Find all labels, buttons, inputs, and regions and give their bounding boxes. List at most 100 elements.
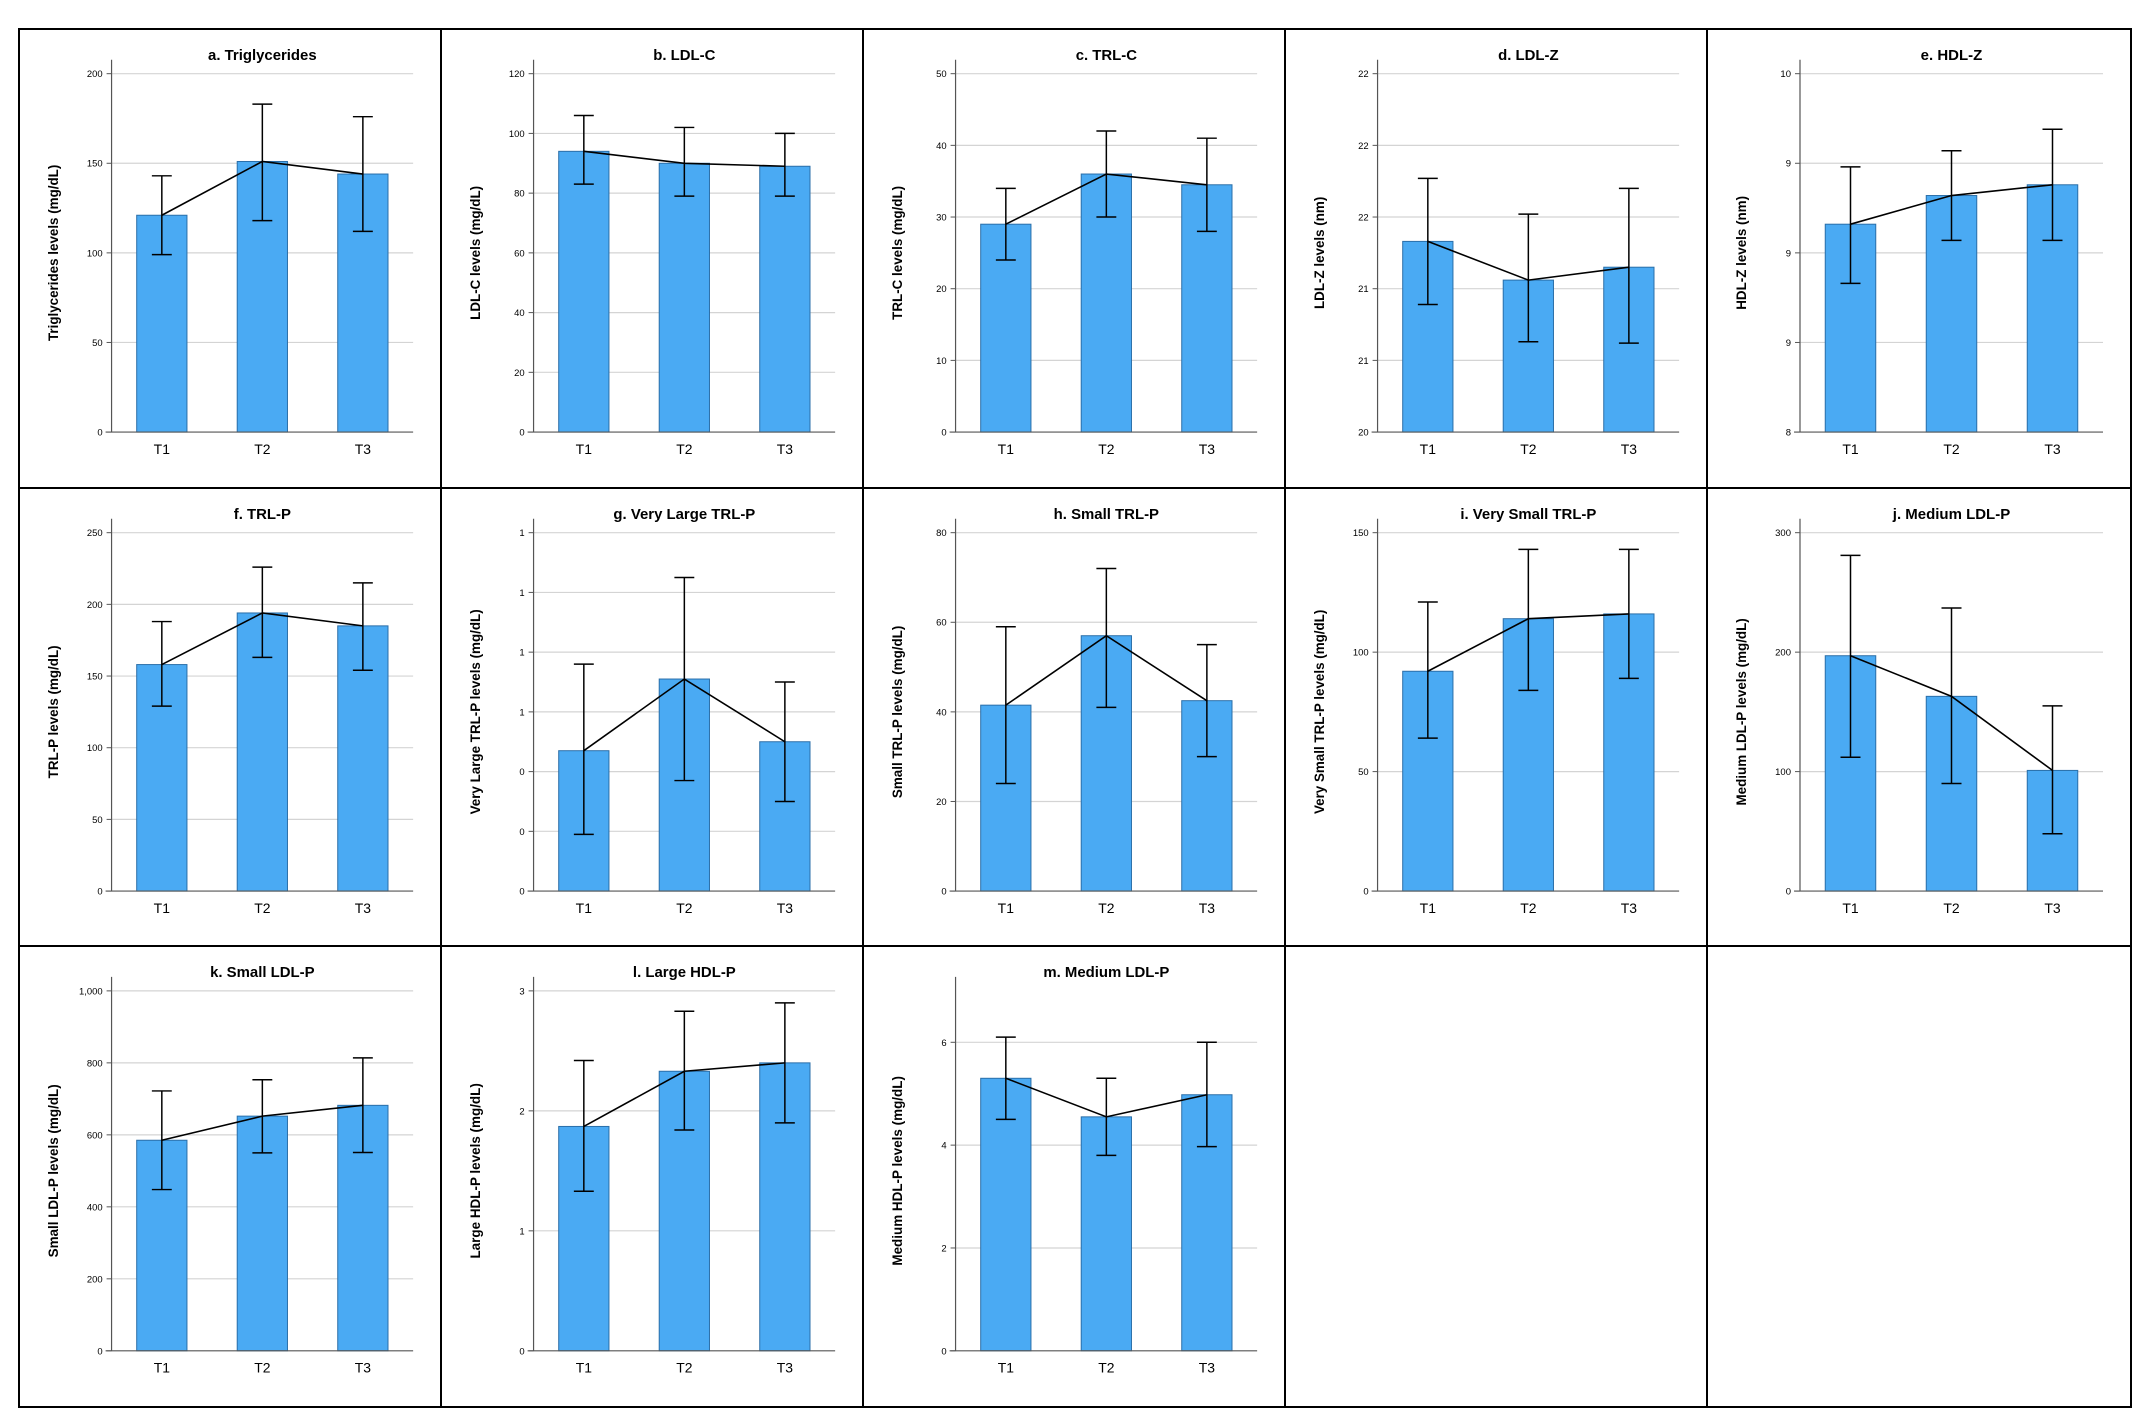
chart-panel: 8 9 9 9 10 T1 T2 T3 e. HDL-Z HDL-Z levels (nm) bbox=[1708, 30, 2130, 489]
x-tick-label: T3 bbox=[1621, 441, 1638, 457]
x-tick-label: T3 bbox=[1199, 1360, 1215, 1376]
error-bar bbox=[995, 625, 1016, 784]
y-tick-label: 0 bbox=[519, 1347, 524, 1358]
x-tick-label: T1 bbox=[1420, 441, 1437, 457]
y-tick-label: 1 bbox=[519, 707, 524, 718]
bar-chart: 20 21 21 22 22 22 T1 T2 T3 d. LDL-Z LDL-Z levels (… bbox=[1312, 48, 1680, 457]
x-tick-label: T3 bbox=[1199, 441, 1216, 457]
x-tick-label: T1 bbox=[998, 900, 1015, 916]
y-tick-label: 50 bbox=[92, 815, 103, 826]
error-bar bbox=[1941, 606, 1962, 784]
error-bar bbox=[352, 115, 373, 233]
y-tick-label: 60 bbox=[514, 248, 525, 259]
y-tick-label: 80 bbox=[514, 189, 525, 200]
error-bar bbox=[352, 1057, 373, 1154]
bar-chart: 0 1 2 3 T1 T2 T3 l. Large HDL-P Large HDL-P leve… bbox=[468, 964, 836, 1376]
y-tick-label: 100 bbox=[87, 248, 103, 259]
y-tick-label: 0 bbox=[97, 886, 102, 897]
y-tick-label: 0 bbox=[941, 886, 946, 897]
error-bar bbox=[252, 565, 273, 658]
y-tick-label: 200 bbox=[87, 600, 103, 611]
chart-title: e. HDL-Z bbox=[1921, 47, 1983, 64]
y-tick-label: 400 bbox=[87, 1203, 103, 1214]
error-bar bbox=[1196, 1041, 1217, 1148]
y-tick-label: 22 bbox=[1358, 141, 1369, 152]
chart-title: d. LDL-Z bbox=[1498, 48, 1558, 64]
x-tick-label: T2 bbox=[676, 1360, 692, 1376]
y-axis-label: LDL-Z levels (nm) bbox=[1312, 197, 1327, 309]
figure-grid: 0 50 100 150 200 T1 T2 T3 a. Triglycerides Trigly… bbox=[18, 28, 2132, 1408]
y-tick-label: 100 bbox=[87, 743, 103, 754]
x-tick-label: T2 bbox=[254, 441, 271, 457]
error-bar bbox=[151, 620, 172, 707]
x-tick-label: T3 bbox=[355, 900, 372, 916]
y-tick-label: 0 bbox=[941, 428, 946, 439]
error-bar bbox=[774, 1002, 795, 1124]
error-bar bbox=[1096, 1077, 1117, 1157]
y-tick-label: 200 bbox=[87, 69, 103, 80]
error-bar bbox=[1096, 130, 1117, 218]
x-tick-label: T1 bbox=[1842, 900, 1859, 916]
chart-title: a. Triglycerides bbox=[208, 48, 317, 64]
y-axis-label: Large HDL-P levels (mg/dL) bbox=[468, 1083, 483, 1258]
x-tick-label: T3 bbox=[2044, 441, 2061, 457]
chart-panel: 0 50 100 150 200 250 T1 T2 T3 f. TRL-P TRL-P level… bbox=[20, 488, 442, 948]
x-tick-label: T2 bbox=[1098, 1360, 1114, 1376]
y-tick-label: 800 bbox=[87, 1059, 103, 1070]
y-tick-label: 0 bbox=[519, 428, 524, 439]
y-tick-label: 22 bbox=[1358, 69, 1369, 80]
y-tick-label: 1 bbox=[519, 1227, 524, 1238]
x-tick-label: T1 bbox=[576, 1360, 592, 1376]
error-bar bbox=[674, 126, 695, 197]
y-axis-label: Small TRL-P levels (mg/dL) bbox=[890, 625, 905, 797]
chart-panel: 0 20 40 60 80 T1 T2 T3 h. Small TRL-P Small TRL-P… bbox=[864, 488, 1286, 948]
y-tick-label: 250 bbox=[87, 528, 103, 539]
chart-panel: 0 1 2 3 T1 T2 T3 l. Large HDL-P Large HDL-P leve… bbox=[442, 947, 864, 1406]
chart-title: b. LDL-C bbox=[653, 48, 715, 64]
error-bar bbox=[674, 576, 695, 781]
y-tick-label: 0 bbox=[941, 1347, 946, 1358]
y-tick-label: 150 bbox=[87, 159, 103, 170]
x-tick-label: T1 bbox=[1420, 900, 1437, 916]
error-bar bbox=[1618, 187, 1639, 344]
chart-panel: 0 100 200 300 T1 T2 T3 j. Medium LDL-P Medium LD… bbox=[1708, 489, 2130, 948]
y-tick-label: 2 bbox=[941, 1244, 946, 1255]
error-bar bbox=[252, 1079, 273, 1154]
y-tick-label: 1 bbox=[519, 588, 524, 599]
x-tick-label: T1 bbox=[154, 900, 171, 916]
y-axis-label: Small LDL-P levels (mg/dL) bbox=[46, 1085, 61, 1258]
chart-title: j. Medium LDL-P bbox=[1892, 505, 2010, 522]
y-tick-label: 20 bbox=[936, 797, 947, 808]
y-tick-label: 40 bbox=[936, 141, 947, 152]
chart-title: c. TRL-C bbox=[1076, 48, 1138, 64]
y-tick-label: 50 bbox=[936, 69, 947, 80]
y-tick-label: 4 bbox=[941, 1141, 946, 1152]
y-tick-label: 120 bbox=[509, 69, 525, 80]
y-tick-label: 0 bbox=[519, 767, 524, 778]
error-bar bbox=[995, 1036, 1016, 1121]
y-tick-label: 0 bbox=[97, 428, 102, 439]
chart-title: g. Very Large TRL-P bbox=[613, 506, 755, 522]
error-bar bbox=[1618, 548, 1639, 679]
y-axis-label: LDL-C levels (mg/dL) bbox=[468, 186, 483, 320]
error-bar bbox=[1196, 643, 1217, 758]
bar bbox=[759, 165, 811, 433]
y-tick-label: 600 bbox=[87, 1131, 103, 1142]
error-bar bbox=[2042, 704, 2063, 835]
x-tick-label: T2 bbox=[1943, 900, 1960, 916]
y-tick-label: 0 bbox=[1786, 886, 1791, 897]
x-tick-label: T3 bbox=[777, 900, 794, 916]
y-tick-label: 10 bbox=[936, 356, 947, 367]
y-tick-label: 9 bbox=[1786, 248, 1791, 259]
bar bbox=[558, 150, 610, 433]
y-tick-label: 2 bbox=[519, 1107, 524, 1118]
error-bar bbox=[573, 663, 594, 835]
x-tick-label: T1 bbox=[998, 1360, 1014, 1376]
chart-panel: 0 2 4 6 T1 T2 T3 m. Medium LDL-P Medium HDL-P le… bbox=[864, 947, 1286, 1406]
x-tick-label: T3 bbox=[777, 441, 794, 457]
y-tick-label: 3 bbox=[519, 987, 524, 998]
error-bar bbox=[1196, 137, 1217, 233]
bar-chart: 0 50 100 150 200 T1 T2 T3 a. Triglycerides Trigly… bbox=[46, 48, 414, 457]
y-tick-label: 40 bbox=[514, 308, 525, 319]
x-tick-label: T2 bbox=[676, 900, 693, 916]
